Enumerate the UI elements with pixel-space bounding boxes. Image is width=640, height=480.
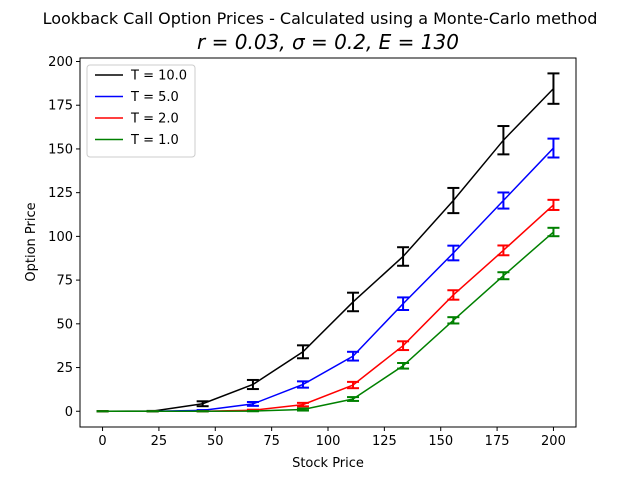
series-4 xyxy=(96,226,560,413)
x-axis-label: Stock Price xyxy=(292,456,364,471)
series-3 xyxy=(96,198,560,413)
series-line xyxy=(102,147,554,413)
legend-label: T = 2.0 xyxy=(130,112,179,127)
series-2 xyxy=(96,137,560,413)
error-bar xyxy=(246,400,259,407)
error-bar xyxy=(447,316,460,325)
x-tick-label: 200 xyxy=(541,434,566,449)
error-bar xyxy=(497,125,510,156)
error-bar xyxy=(547,72,560,105)
error-bar xyxy=(397,296,410,312)
x-tick-label: 0 xyxy=(98,434,106,449)
legend-item: T = 2.0 xyxy=(95,112,179,127)
error-bar xyxy=(347,380,360,390)
error-bar xyxy=(397,361,410,370)
x-tick-label: 50 xyxy=(207,434,224,449)
y-axis: 0 25 50 75 100 125 150 175 200 xyxy=(48,55,80,420)
error-bar xyxy=(447,289,460,301)
legend-label: T = 10.0 xyxy=(130,69,187,84)
y-tick-label: 200 xyxy=(48,55,73,70)
legend-label: T = 1.0 xyxy=(130,133,179,148)
y-tick-label: 150 xyxy=(48,142,73,157)
y-tick-label: 175 xyxy=(48,99,73,114)
chart-title: Lookback Call Option Prices - Calculated… xyxy=(43,9,598,28)
y-tick-label: 75 xyxy=(56,274,73,289)
error-bar xyxy=(296,407,309,412)
error-bar xyxy=(246,378,259,391)
x-tick-label: 100 xyxy=(316,434,341,449)
x-tick-label: 150 xyxy=(428,434,453,449)
error-bar xyxy=(196,400,209,408)
error-bar xyxy=(397,246,410,267)
error-bar xyxy=(296,401,309,408)
legend-item: T = 5.0 xyxy=(95,90,179,105)
chart-subtitle: r = 0.03, σ = 0.2, E = 130 xyxy=(197,30,459,54)
y-tick-label: 0 xyxy=(65,405,73,420)
legend-item: T = 1.0 xyxy=(95,133,179,148)
error-bar xyxy=(397,340,410,352)
error-bar xyxy=(497,244,510,257)
error-bar xyxy=(347,396,360,402)
y-axis-label: Option Price xyxy=(24,202,39,281)
plot-frame xyxy=(79,57,577,428)
error-bar xyxy=(347,350,360,362)
legend-item: T = 10.0 xyxy=(95,69,187,84)
error-bar xyxy=(447,186,460,215)
error-bar xyxy=(296,344,309,360)
error-bar xyxy=(497,191,510,210)
error-bar xyxy=(547,198,560,211)
y-tick-label: 100 xyxy=(48,230,73,245)
error-bar xyxy=(347,291,360,313)
error-bar xyxy=(547,137,560,159)
y-tick-label: 125 xyxy=(48,186,73,201)
error-bar xyxy=(547,226,560,238)
legend-label: T = 5.0 xyxy=(130,90,179,105)
series-line xyxy=(102,88,554,413)
error-bar xyxy=(447,244,460,262)
x-axis: 0 25 50 75 100 125 150 175 200 xyxy=(98,427,566,449)
x-tick-label: 75 xyxy=(263,434,280,449)
y-tick-label: 50 xyxy=(56,317,73,332)
y-tick-label: 25 xyxy=(56,361,73,376)
error-bar xyxy=(296,380,309,389)
legend-frame xyxy=(86,64,196,158)
series-line xyxy=(102,231,554,413)
x-tick-label: 175 xyxy=(485,434,510,449)
series-layer xyxy=(96,72,560,413)
x-tick-label: 125 xyxy=(372,434,397,449)
series-line xyxy=(102,204,554,413)
x-tick-label: 25 xyxy=(151,434,168,449)
error-bar xyxy=(497,271,510,281)
legend: T = 10.0 T = 5.0 T = 2.0 T = 1.0 xyxy=(86,64,196,158)
